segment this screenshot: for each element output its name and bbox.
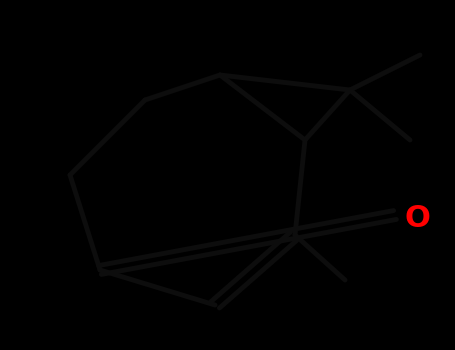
Text: O: O [404, 204, 430, 233]
